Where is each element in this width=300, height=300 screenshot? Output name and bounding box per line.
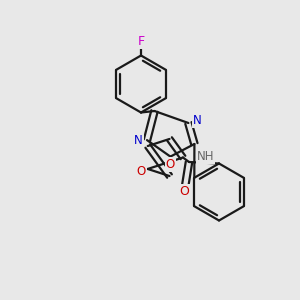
Text: N: N	[134, 134, 143, 147]
Text: F: F	[137, 35, 145, 48]
Text: O: O	[136, 166, 146, 178]
Text: N: N	[193, 114, 202, 127]
Text: NH: NH	[197, 150, 214, 164]
Text: O: O	[166, 158, 175, 171]
Text: O: O	[179, 184, 189, 198]
